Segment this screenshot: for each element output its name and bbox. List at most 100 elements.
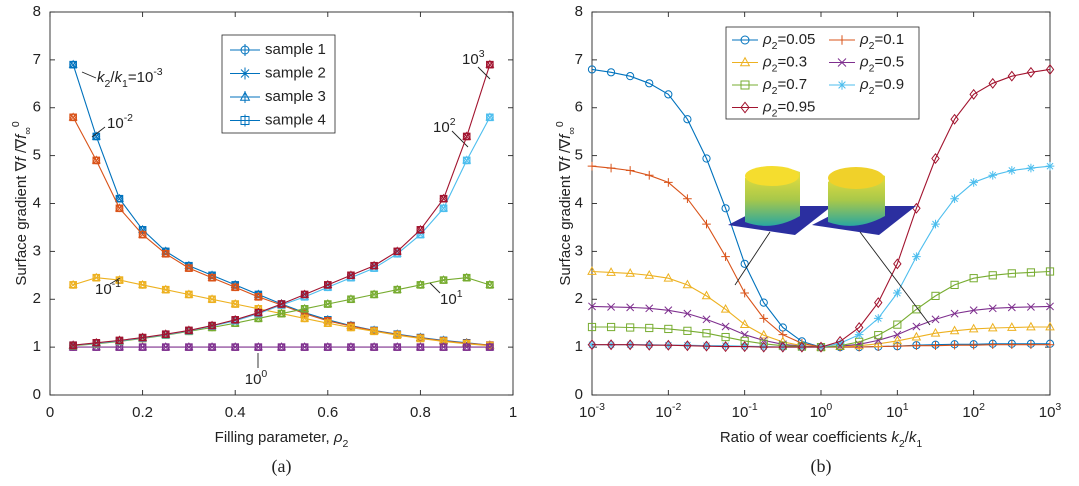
data-point [415,342,425,351]
data-point [969,88,978,100]
y-tick-label: 4 [575,194,583,211]
data-point [949,325,960,335]
data-point [664,178,673,187]
data-point [664,339,673,351]
data-point [644,170,654,180]
data-point [254,293,263,301]
data-point [323,279,333,289]
data-point [439,204,448,213]
y-axis-label: Surface gradient ∇f /∇f∞0 [10,121,34,286]
data-point [702,219,711,229]
data-point [740,341,749,353]
data-point [893,258,902,270]
x-tick-label: 0.2 [132,404,153,421]
data-point [161,330,170,338]
text-part: 10 [440,291,457,308]
data-point [911,331,922,341]
series-line [72,117,490,346]
data-point [253,342,263,351]
data-point [683,115,692,124]
x-tick-label: 100 [810,401,833,421]
data-point [185,264,193,272]
data-point [68,59,78,68]
text-part: 1 [916,438,922,450]
data-point [664,306,673,315]
data-point [645,79,654,88]
x-tick-label: 10-3 [579,401,605,421]
text-part: k [891,429,900,446]
data-point [462,272,472,281]
data-point [277,343,286,351]
data-point [645,323,654,333]
text-part: f [557,155,574,161]
data-point [968,323,979,333]
data-point [912,322,921,331]
data-point [969,340,978,350]
data-point [138,279,148,289]
data-point [950,113,959,125]
data-point [931,341,940,351]
data-point [230,282,240,291]
data-point [138,281,147,289]
data-point [874,297,883,309]
text-part: /∇ [13,138,30,157]
data-point [439,276,448,284]
data-point [462,155,472,164]
data-point [277,309,286,318]
data-point [912,305,921,314]
data-point [759,341,768,353]
data-point [439,193,449,202]
data-point [231,283,239,292]
text-part: ∞ [22,127,34,135]
text-part: ρ [762,53,772,70]
data-point [300,290,309,299]
text-part: =10 [128,69,153,86]
text-part: 2 [869,40,875,52]
data-point [369,326,379,335]
data-point [702,329,711,338]
legend-label: ρ2=0.05 [762,31,815,52]
data-point [607,302,616,311]
x-tick-base: 10 [962,404,979,421]
data-point [277,300,286,308]
data-point [606,163,616,173]
text-part: ρ [333,429,343,446]
data-point [300,305,309,313]
data-point [207,342,217,351]
data-point [184,263,194,272]
data-point [439,203,449,212]
data-point [931,315,940,324]
data-point [254,308,263,317]
data-point [931,291,940,300]
data-point [759,298,768,307]
data-point [393,285,402,294]
data-point [462,131,472,140]
data-point [138,229,148,238]
x-tick-exponent: 1 [903,401,909,413]
data-point [988,271,997,280]
annotation-pointer [429,282,441,294]
data-point [893,288,902,298]
text-part: 3 [479,48,485,60]
data-point [969,306,978,315]
data-point [485,112,495,121]
data-point [931,219,940,229]
x-tick-label: 10-1 [732,401,758,421]
annotation: k2/k1=10-3 [97,66,163,90]
data-point [185,326,193,335]
inset-images [728,166,931,326]
annotation: 100 [245,368,268,388]
data-point [778,341,788,353]
data-point [277,308,286,317]
y-tick-label: 7 [33,51,41,68]
data-point [370,327,378,336]
data-point [1026,163,1036,173]
data-point [300,289,310,298]
data-point [416,226,425,234]
data-point [1026,340,1036,350]
series-line [592,165,1051,348]
data-point [683,340,692,352]
text-part: Ratio of wear coefficients [720,429,891,446]
text-part: 10 [245,371,262,388]
data-point [184,289,194,298]
